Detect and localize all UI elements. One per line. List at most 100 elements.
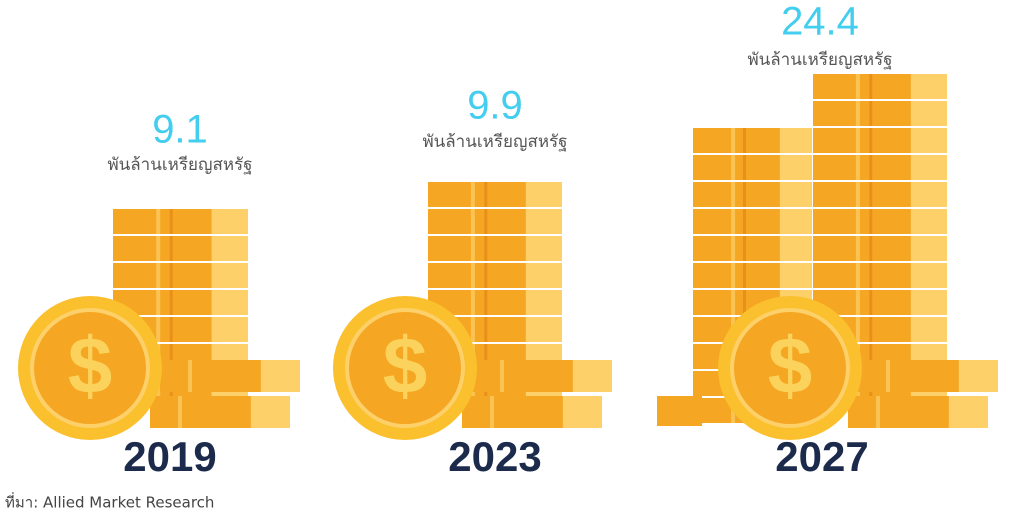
dollar-sign: $ — [768, 321, 813, 410]
coin-stripe — [484, 263, 488, 288]
coin-stripe — [869, 236, 873, 261]
coin-stripe — [731, 263, 736, 288]
coin-stripe — [484, 290, 488, 315]
coin-edge — [525, 236, 562, 261]
coin-stripe — [484, 236, 488, 261]
coin-stripe — [876, 396, 880, 428]
coin-stripe — [869, 74, 873, 99]
coin-stripe — [156, 290, 161, 315]
coin-edge — [948, 396, 988, 428]
coin-stripe — [178, 396, 182, 428]
value-label: 9.9 — [467, 84, 523, 128]
coin-stripe — [855, 209, 860, 234]
coin-stripe — [742, 182, 746, 207]
coin-stripe — [169, 317, 173, 342]
coin-edge — [779, 209, 812, 234]
coin-edge — [211, 209, 248, 234]
coin-stripe — [470, 263, 475, 288]
coin-stripe — [742, 263, 746, 288]
coin-stripe — [731, 182, 736, 207]
coin-edge — [910, 317, 947, 342]
coin-edge — [910, 236, 947, 261]
coin-stripe — [869, 317, 873, 342]
coin-face — [30, 308, 150, 428]
coin-edge — [779, 236, 812, 261]
artwork: $9.1พันล้านเหรียญสหรัฐ2019$9.9พันล้านเหร… — [18, 0, 998, 480]
coin-stripe — [855, 317, 860, 342]
coin-stripe — [742, 209, 746, 234]
coin-edge — [525, 290, 562, 315]
coin-edge — [572, 360, 612, 392]
coin-stripe — [470, 236, 475, 261]
coin-edge — [211, 263, 248, 288]
coin-edge — [910, 74, 947, 99]
coin-stripe — [490, 396, 494, 428]
coin-stripe — [470, 209, 475, 234]
coin-edge — [525, 182, 562, 207]
source: ที่มา: Allied Market Research — [5, 492, 214, 512]
coin-stripe — [869, 344, 873, 369]
coin-stripe — [169, 236, 173, 261]
coin-stripe — [855, 182, 860, 207]
dollar-sign: $ — [383, 321, 428, 410]
coin-stripe — [855, 155, 860, 180]
coin-edge — [779, 155, 812, 180]
year-label: 2019 — [123, 433, 216, 480]
coin-edge — [525, 263, 562, 288]
coin-stripe — [869, 101, 873, 126]
coin-edge — [910, 263, 947, 288]
year-label: 2027 — [775, 433, 868, 480]
coin-stripe — [731, 155, 736, 180]
coin-edge — [211, 236, 248, 261]
coin-stripe — [731, 209, 736, 234]
coin-stripe — [470, 317, 475, 342]
coin-stripe — [855, 101, 860, 126]
coin-stripe — [470, 182, 475, 207]
coin-edge — [211, 290, 248, 315]
coin-edge — [910, 182, 947, 207]
coin-edge — [211, 317, 248, 342]
coin-stripe — [731, 128, 736, 153]
coin-stripe — [156, 317, 161, 342]
coin-edge — [910, 128, 947, 153]
coin-edge — [910, 155, 947, 180]
coin-stripe — [855, 128, 860, 153]
year-label: 2023 — [448, 433, 541, 480]
coin-stripe — [169, 290, 173, 315]
coin-edge — [562, 396, 602, 428]
coin-edge — [910, 290, 947, 315]
value-label: 24.4 — [781, 0, 859, 44]
coin-stripe — [169, 209, 173, 234]
coin-stripe — [156, 209, 161, 234]
coin-stripe — [484, 182, 488, 207]
coin-stripe — [484, 344, 488, 369]
coin-stripe — [169, 344, 173, 369]
coin-stripe — [470, 290, 475, 315]
coin-stripe — [742, 290, 746, 315]
coin-stripe — [156, 263, 161, 288]
coin-edge — [910, 101, 947, 126]
coin-stripe — [869, 155, 873, 180]
coin-stripe — [742, 155, 746, 180]
coin-stripe — [869, 128, 873, 153]
coin-stripe — [869, 290, 873, 315]
coin-edge — [779, 128, 812, 153]
coin-edge — [250, 396, 290, 428]
coin-edge — [910, 209, 947, 234]
coin-group: $9.9 พันล้านเหรียญสหรัฐ 2023 — [333, 84, 612, 480]
coin-stripe — [855, 236, 860, 261]
coin-edge — [779, 182, 812, 207]
coin-stripe — [886, 360, 890, 392]
coin-stripe — [188, 360, 192, 392]
dollar-sign: $ — [68, 321, 113, 410]
coin-edge — [779, 263, 812, 288]
coin-stripe — [869, 182, 873, 207]
coin-stripe — [869, 263, 873, 288]
coin-stripe — [855, 290, 860, 315]
coin-stripe — [500, 360, 504, 392]
coin-group: $24.4 พันล้านเหรียญสหรัฐ 2027 — [657, 0, 998, 480]
coin-edge — [525, 209, 562, 234]
coin-stripe — [484, 317, 488, 342]
coin-stripe — [869, 209, 873, 234]
